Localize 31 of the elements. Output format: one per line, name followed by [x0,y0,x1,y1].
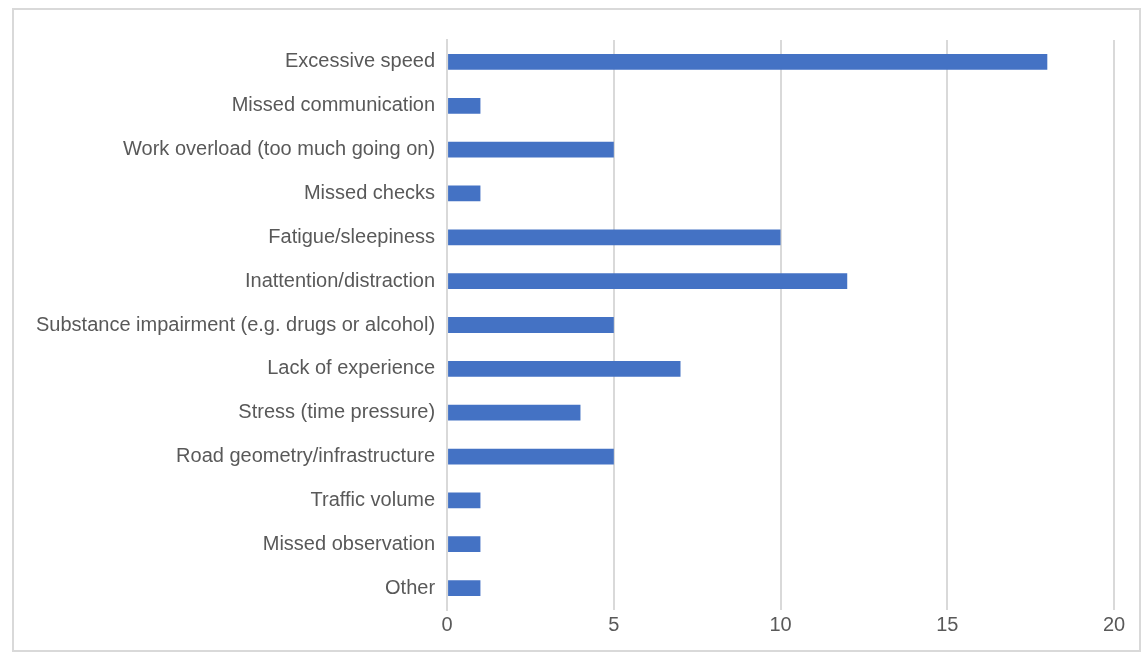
bar [448,141,614,158]
y-tick-label: Lack of experience [267,356,436,379]
bar [448,97,481,114]
y-tick-label: Inattention/distraction [244,268,436,291]
y-tick-label: Missed checks [303,180,436,203]
x-tick-label: 5 [608,612,620,635]
y-tick-label: Missed communication [231,93,436,116]
y-tick-label: Substance impairment (e.g. drugs or alcohol) [35,312,436,335]
bar [448,185,481,202]
y-tick-label: Stress (time pressure) [238,400,436,423]
bar [448,492,481,509]
bar [448,229,781,246]
bar [448,448,614,465]
y-tick-label: Work overload (too much going on) [123,137,436,160]
bar [448,273,848,290]
y-tick-label: Excessive speed [285,49,436,72]
bar [448,580,481,596]
x-tick-label: 0 [441,612,453,635]
y-tick-label: Traffic volume [310,487,436,510]
bar [448,54,1048,70]
y-tick-label: Missed observation [262,531,436,554]
y-tick-label: Fatigue/sleepiness [268,224,436,247]
y-tick-label: Road geometry/infrastructure [176,444,436,467]
bar [448,404,581,421]
x-tick-label: 20 [1102,612,1126,635]
bar [448,360,681,377]
bar [448,536,481,553]
y-tick-label: Other [385,575,436,598]
bar [448,317,614,333]
x-tick-label: 10 [769,612,792,635]
x-tick-label: 15 [936,612,959,635]
